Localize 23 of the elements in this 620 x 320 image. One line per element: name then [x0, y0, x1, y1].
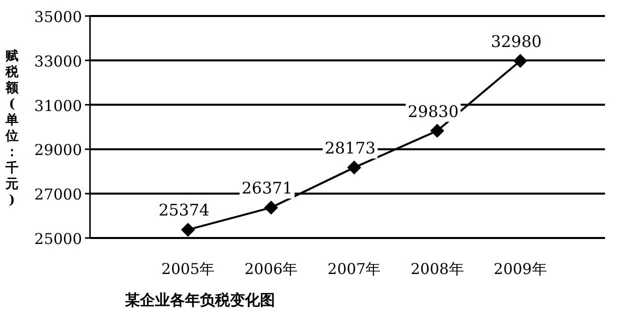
data-label: 26371: [242, 178, 293, 198]
x-tick-label: 2006年: [244, 260, 298, 278]
y-tick-label: 35000: [34, 8, 82, 26]
x-tick-label: 2005年: [161, 260, 215, 278]
data-label: 25374: [158, 200, 210, 220]
point: [347, 160, 362, 175]
x-tick-label: 2007年: [328, 260, 381, 278]
y-tick-label: 29000: [34, 141, 82, 160]
data-label: 28173: [324, 138, 376, 158]
x-tick-label: 2009年: [494, 260, 547, 278]
text: 某企业各年负税变化图: [124, 291, 275, 309]
x-tick-label: 2008年: [410, 260, 464, 278]
y-tick-label: 33000: [34, 52, 82, 70]
data-label: 29830: [408, 102, 459, 121]
y-tick-label: 31000: [34, 96, 82, 115]
point: [264, 200, 278, 215]
y-tick-label: 25000: [34, 230, 82, 248]
point: [181, 222, 196, 237]
point: [513, 54, 528, 68]
data-label: 32980: [490, 32, 542, 51]
text: 赋税额(单位：千元): [6, 49, 18, 208]
point: [430, 124, 444, 138]
y-tick-label: 27000: [34, 186, 82, 204]
